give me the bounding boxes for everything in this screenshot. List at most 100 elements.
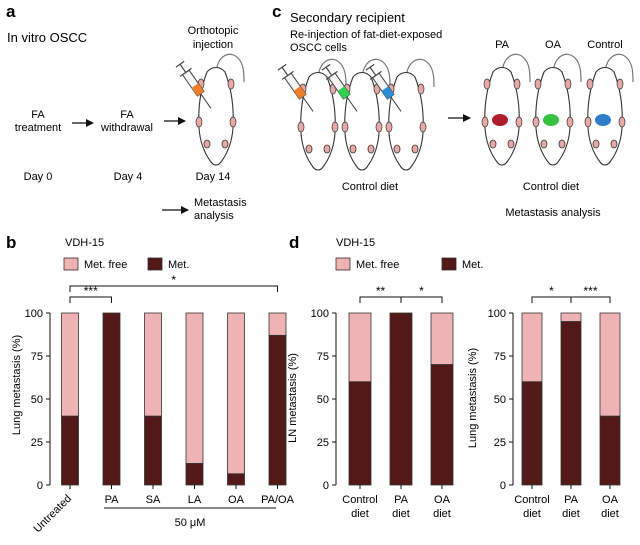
- x-tick-label: LA: [188, 494, 202, 506]
- x-tick-label: Control: [514, 494, 549, 506]
- y-axis-title-ln: LN metastasis (%): [287, 353, 299, 443]
- legend-swatch-free: [335, 257, 351, 271]
- mouse-icon: [532, 53, 582, 166]
- legend-label-free: Met. free: [356, 259, 399, 271]
- mouse-icon: [584, 53, 634, 166]
- panel-label-b: b: [6, 233, 16, 252]
- y-tick-label: 50: [31, 394, 43, 406]
- panel-b: b VDH-15 Met. free Met. 0 25 50 75 100 Untrea…: [6, 233, 295, 535]
- syringe-cells-orange: [191, 83, 204, 97]
- x-tick-label: PA: [564, 494, 579, 506]
- panel-a: a In vitro OSCC FA treatment FA withdraw…: [6, 2, 247, 222]
- group-label-pa: PA: [495, 39, 510, 51]
- syringe-cells-oa: [337, 86, 350, 100]
- panel-label-d: d: [289, 233, 299, 252]
- syringe-icon: [363, 62, 408, 117]
- step-fa-withdrawal-line1: FA: [120, 109, 134, 121]
- analysis-line1: Metastasis: [194, 197, 247, 209]
- x-tick-label: diet: [392, 508, 410, 520]
- analysis-line2: analysis: [194, 210, 234, 222]
- y-tick-label: 75: [31, 351, 43, 363]
- panel-c: c Secondary recipient Re-injection of fa…: [272, 2, 634, 219]
- syringe-icon: [173, 59, 218, 114]
- x-tick-label: diet: [433, 508, 451, 520]
- syringe-cells-pa: [293, 86, 306, 100]
- x-tick-label: OA: [434, 494, 451, 506]
- day-4: Day 4: [114, 171, 143, 183]
- bar-met: [348, 381, 372, 486]
- bar-met: [61, 415, 79, 486]
- cell-line-label: VDH-15: [65, 237, 104, 249]
- tumor-oa: [543, 114, 559, 126]
- x-tick-label: diet: [562, 508, 580, 520]
- day-0: Day 0: [24, 171, 53, 183]
- bar-met-free: [560, 312, 582, 323]
- y-axis-title-lung: Lung metastasis (%): [467, 348, 479, 448]
- significance-label: *: [171, 273, 176, 287]
- panel-c-title: Secondary recipient: [290, 10, 405, 25]
- mouse-icon: [341, 58, 391, 171]
- bar-met: [599, 415, 621, 486]
- significance-bracket: [69, 296, 112, 303]
- group-label-50um: 50 μM: [175, 517, 206, 529]
- significance-bracket: [570, 296, 611, 303]
- legend-label-met: Met.: [462, 259, 483, 271]
- step-fa-withdrawal-line2: withdrawal: [100, 122, 153, 134]
- step-fa-treatment-line2: treatment: [15, 122, 61, 134]
- bar-met: [560, 321, 582, 486]
- bar-met: [521, 381, 543, 486]
- bar-met: [227, 473, 245, 486]
- diet-label-left: Control diet: [342, 181, 398, 193]
- mouse-icon: [297, 58, 347, 171]
- group-label-control: Control: [587, 39, 622, 51]
- day-14: Day 14: [196, 171, 231, 183]
- syringe-icon: [275, 62, 320, 117]
- bar-met: [144, 415, 162, 486]
- panel-label-a: a: [6, 2, 16, 21]
- legend-swatch-free: [63, 257, 79, 271]
- x-tick-label: PA/OA: [261, 494, 294, 506]
- y-tick-label: 75: [317, 351, 329, 363]
- x-tick-label: OA: [228, 494, 245, 506]
- y-tick-label: 25: [317, 437, 329, 449]
- legend-swatch-met: [147, 257, 163, 271]
- bar-met-free: [430, 312, 454, 365]
- y-tick-label: 25: [31, 437, 43, 449]
- panel-a-title: In vitro OSCC: [7, 30, 87, 45]
- cell-line-label: VDH-15: [336, 237, 375, 249]
- significance-bracket: [69, 285, 278, 292]
- significance-bracket: [400, 296, 443, 303]
- bar-met-free: [348, 312, 372, 383]
- bar-met: [185, 463, 204, 486]
- metastasis-analysis-label: Metastasis analysis: [505, 207, 601, 219]
- bar-met-free: [268, 312, 287, 336]
- bar-met-free: [227, 312, 245, 475]
- y-tick-label: 100: [311, 308, 329, 320]
- legend-label-free: Met. free: [84, 259, 127, 271]
- diet-label-right: Control diet: [523, 181, 579, 193]
- panel-label-c: c: [272, 2, 281, 21]
- injection-line1: Orthotopic: [188, 25, 239, 37]
- x-tick-label: Untreated: [31, 493, 74, 536]
- y-tick-label: 25: [494, 437, 506, 449]
- y-axis-title: Lung metastasis (%): [11, 335, 23, 435]
- tumor-pa: [492, 114, 508, 126]
- bar-met: [389, 312, 413, 486]
- bar-met: [102, 312, 121, 486]
- x-tick-label: diet: [351, 508, 369, 520]
- x-tick-label: diet: [523, 508, 541, 520]
- group-label-oa: OA: [545, 39, 562, 51]
- y-tick-label: 0: [323, 480, 329, 492]
- panel-c-subtitle-line1: Re-injection of fat-diet-exposed: [290, 29, 442, 41]
- bar-met: [430, 364, 454, 486]
- y-tick-label: 0: [500, 480, 506, 492]
- mouse-icon: [385, 58, 435, 171]
- legend-label-met: Met.: [168, 259, 189, 271]
- y-tick-label: 100: [488, 308, 506, 320]
- x-tick-label: PA: [394, 494, 409, 506]
- bar-met-free: [61, 312, 79, 417]
